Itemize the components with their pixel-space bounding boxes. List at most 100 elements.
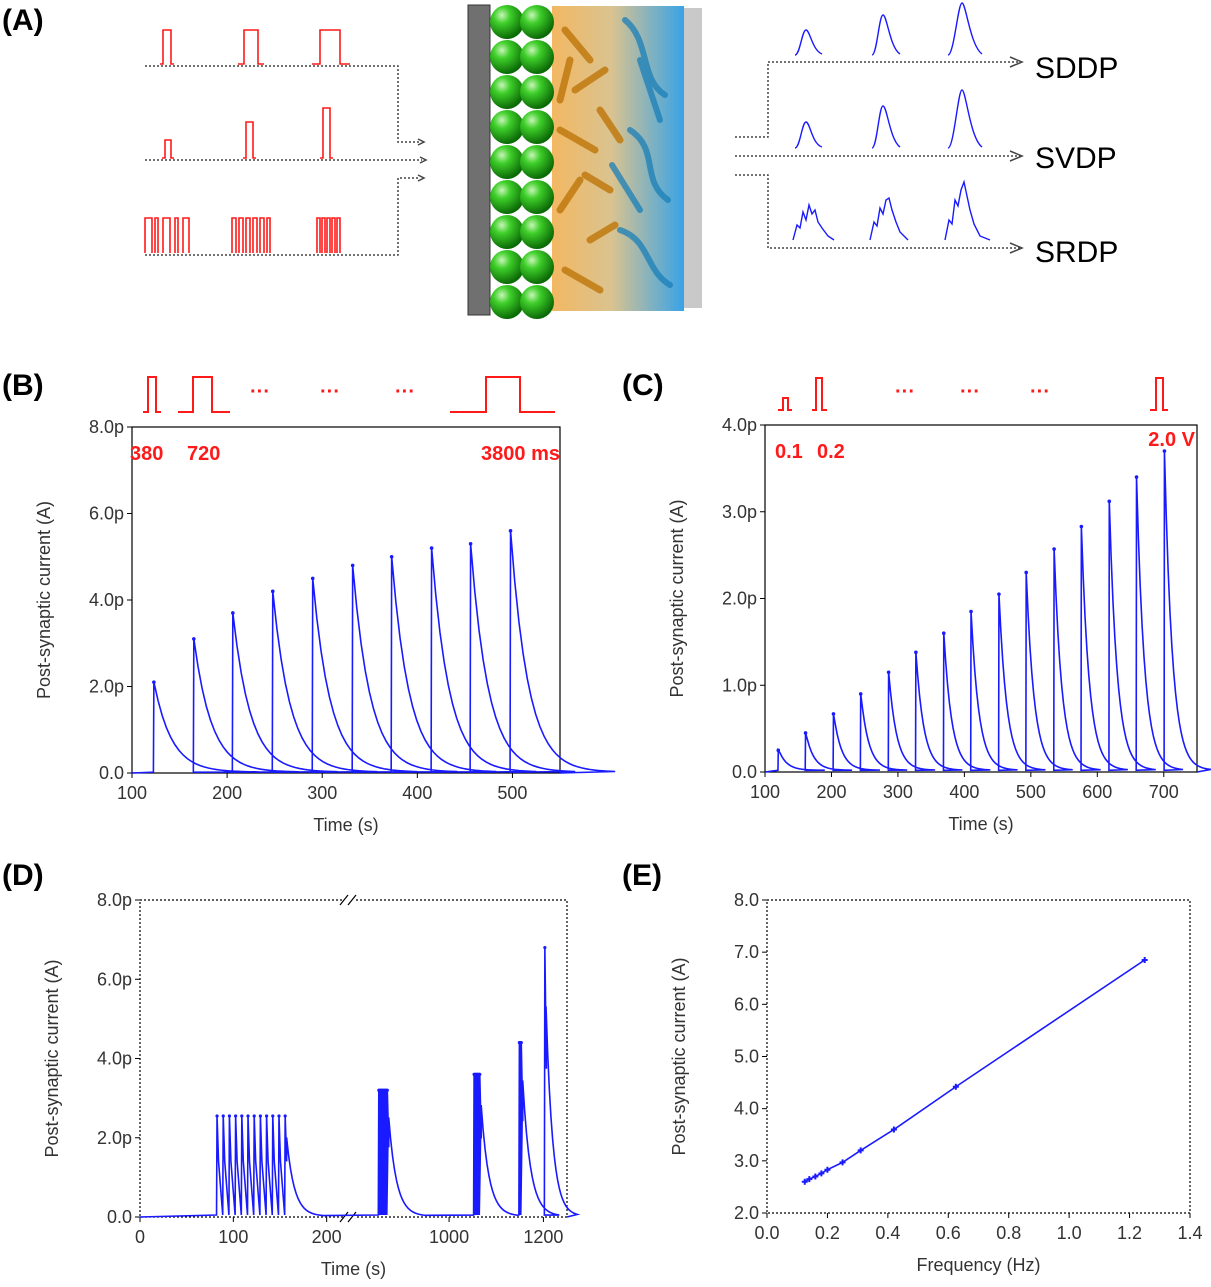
- sddp-label: SDDP: [1035, 52, 1118, 85]
- spike-peak: [519, 1041, 523, 1045]
- spike-peak: [264, 1114, 269, 1118]
- input-pulses: [144, 29, 350, 253]
- y-tick-label: 2.0p: [722, 589, 757, 609]
- spike-peak: [389, 554, 394, 559]
- data-point: [890, 1126, 897, 1133]
- y-tick-label: 8.0p: [89, 417, 124, 437]
- x-tick-label: 200: [312, 1227, 342, 1247]
- spike-peak: [258, 1114, 262, 1118]
- electrode-ball: [520, 250, 554, 284]
- spike-peak: [1107, 499, 1112, 504]
- x-tick-label: 0: [135, 1227, 145, 1247]
- spike-peak: [310, 576, 315, 581]
- plot-frame: [764, 424, 1198, 773]
- x-tick-label: 300: [307, 783, 337, 803]
- y-tick-label: 6.0: [734, 994, 759, 1014]
- annotation-0.2: 0.2: [817, 441, 845, 463]
- spike-peak: [350, 563, 355, 568]
- panel-e-label: (E): [622, 859, 662, 892]
- spike-peak: [192, 637, 196, 641]
- x-axis-label: Time (s): [321, 1259, 386, 1279]
- device-illustration: [467, 4, 702, 319]
- x-tick-label: 1000: [429, 1227, 469, 1247]
- spike-peak: [215, 1114, 219, 1118]
- spike-peak: [478, 1072, 482, 1076]
- data-point: [839, 1159, 846, 1166]
- y-tick-label: 5.0: [734, 1047, 759, 1067]
- spike-peak: [508, 529, 513, 533]
- data-line: [804, 959, 1146, 1183]
- data-point: [952, 1083, 959, 1090]
- y-tick-label: 1.0p: [722, 675, 757, 695]
- x-tick-label: 0.0: [754, 1223, 779, 1243]
- electrode-ball: [520, 5, 554, 39]
- input-lines: [145, 65, 428, 256]
- y-tick-label: 8.0p: [97, 890, 132, 910]
- axis-break-mask: [344, 1211, 356, 1223]
- axis-break-mask: [344, 894, 356, 906]
- spike-peak: [543, 945, 547, 950]
- spike-peak: [252, 1114, 256, 1118]
- x-tick-label: 100: [117, 783, 147, 803]
- panel-c-label: (C): [622, 369, 664, 402]
- x-tick-label: 500: [497, 783, 527, 803]
- spike-peak: [277, 1114, 281, 1118]
- y-tick-label: 2.0: [734, 1203, 759, 1223]
- data-point: [801, 1178, 808, 1185]
- spike-peak: [240, 1114, 244, 1118]
- pulse-720: [178, 376, 230, 413]
- x-tick-label: 500: [1016, 782, 1046, 802]
- panel-b-label: (B): [2, 369, 44, 402]
- panel-d-label: (D): [2, 859, 44, 892]
- electrode-ball: [490, 285, 524, 319]
- ellipsis: ···: [320, 381, 340, 403]
- electrode-balls: [490, 5, 554, 319]
- x-tick-label: 1.4: [1177, 1223, 1202, 1243]
- pulse-0.2: [812, 377, 827, 411]
- x-tick-label: 0.4: [875, 1223, 900, 1243]
- pulse-2.0: [1150, 377, 1168, 411]
- spike-peak: [886, 670, 891, 675]
- panel-c: (C) 100 200 300 400 500 600 700 0.0 1.0p 2.0p 3.0p 4…: [622, 369, 1211, 834]
- annotation-3800: 3800 ms: [481, 443, 560, 465]
- data-point: [812, 1173, 819, 1180]
- y-tick-label: 7.0: [734, 942, 759, 962]
- x-tick-label: 600: [1082, 782, 1112, 802]
- x-tick-label: 700: [1149, 782, 1179, 802]
- y-axis-label: Post-synaptic current (A): [669, 957, 689, 1155]
- electrode-ball: [520, 180, 554, 214]
- spike-peak: [227, 1114, 232, 1118]
- x-axis-label: Frequency (Hz): [916, 1255, 1040, 1275]
- plot-frame: [766, 899, 1191, 1214]
- axis-break-mark: [339, 894, 357, 906]
- data-point: [857, 1147, 864, 1154]
- spike-peak: [914, 650, 918, 655]
- spike-peak: [858, 692, 863, 696]
- spike-peak: [152, 680, 156, 684]
- spike-peak: [271, 1114, 275, 1118]
- ellipsis: ···: [395, 381, 415, 403]
- electrode-ball: [490, 5, 524, 39]
- y-tick-label: 2.0p: [89, 677, 124, 697]
- y-tick-label: 4.0: [734, 1099, 759, 1119]
- data-point: [806, 1176, 813, 1183]
- spike-peak: [997, 592, 1001, 596]
- ellipsis: ···: [250, 381, 270, 403]
- panel-a: (A): [2, 2, 1118, 319]
- spike-peak: [429, 546, 434, 550]
- electrode-ball: [490, 75, 524, 109]
- spike-peak: [1134, 475, 1139, 479]
- panel-e: (E) 0.0 0.2 0.4 0.6 0.8 1.0 1.2 1.4 2.0 3.0 4.0 5.0 6…: [622, 859, 1203, 1275]
- spike-peak: [1079, 524, 1084, 529]
- y-tick-label: 8.0: [734, 890, 759, 910]
- x-tick-label: 1.2: [1117, 1223, 1142, 1243]
- x-tick-label: 0.2: [815, 1223, 840, 1243]
- y-tick-label: 4.0p: [97, 1049, 132, 1069]
- x-tick-label: 400: [949, 782, 979, 802]
- electrode-ball: [490, 40, 524, 74]
- x-tick-label: 200: [212, 783, 242, 803]
- spike-peak: [776, 748, 781, 753]
- annotation-2.0v: 2.0 V: [1148, 429, 1195, 451]
- output-lines: [735, 56, 1024, 254]
